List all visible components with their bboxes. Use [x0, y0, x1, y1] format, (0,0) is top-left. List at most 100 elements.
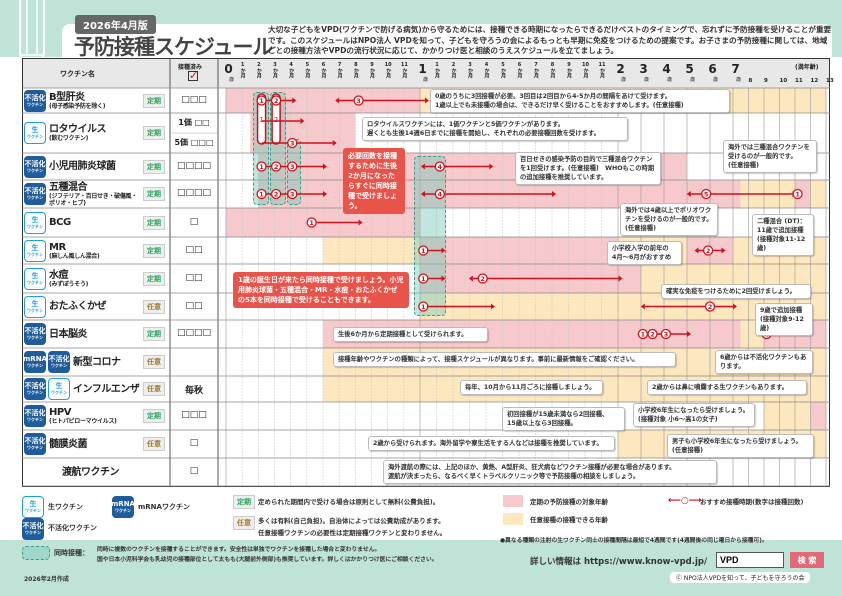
- dose-number: 1: [309, 219, 314, 227]
- axis-unit: か月: [599, 68, 605, 78]
- dose-circle: [702, 245, 714, 256]
- axis-label-month: 8 か月: [549, 62, 556, 78]
- dose-circle: [792, 188, 803, 200]
- vaccine-sub: (飲むワクチン): [49, 135, 89, 142]
- dose-circle: [704, 301, 716, 312]
- header-card: [62, 24, 832, 60]
- vaccine-name: 渡航ワクチン: [62, 466, 120, 478]
- vaccine-sub: (ジフテリア・百日せき・破傷風・ポリオ・ヒブ): [49, 192, 137, 207]
- legend-interval: ●異なる種類の注射の生ワクチン同士の接種間隔は最短で4週間です(4週間後の同じ曜…: [500, 538, 768, 544]
- vaccine-sub: (母子感染予防を除く): [49, 102, 106, 110]
- done-checkboxes[interactable]: □: [189, 216, 199, 227]
- dose-number: 3: [664, 331, 669, 339]
- done-checkboxes[interactable]: □□□: [181, 410, 207, 420]
- vaccine-row-name: 生ワクチン おたふくかぜ: [22, 293, 142, 320]
- axis-unit: 歳: [690, 77, 696, 83]
- arrow-head-right: [687, 331, 691, 337]
- note-mumps: 確実な免疫をつけるために2回受けましょう。: [661, 284, 811, 299]
- axis-label-month: 9 か月: [566, 62, 573, 78]
- done-checkboxes[interactable]: □: [189, 438, 199, 448]
- inactive-vaccine-badge: 不活化 ワクチン: [24, 155, 46, 178]
- axis-month: 4: [484, 62, 489, 68]
- note-flu: 毎年、10月から11月ごろに接種しましょう。: [460, 380, 603, 395]
- arrow-head-left: [640, 303, 645, 310]
- routine-swatch: [503, 495, 523, 507]
- badge-top: 不活化: [24, 409, 46, 417]
- created-date: 2026年2月作成: [24, 576, 69, 583]
- done-checkboxes[interactable]: □□□□: [176, 160, 211, 171]
- badge-bottom: ワクチン: [27, 390, 43, 395]
- rota-dose-number: 1: [259, 116, 263, 124]
- vaccine-row-name: 不活化 ワクチン B型肝炎 (母子感染予防を除く): [22, 88, 142, 113]
- dose-number: 1: [259, 191, 264, 199]
- axis-label-year: 13: [826, 78, 834, 84]
- badge-top: mRNA: [111, 500, 135, 508]
- routine-badge: 定期: [143, 327, 165, 341]
- axis-label-month: 6 か月: [516, 62, 523, 78]
- mrna-vaccine-badge: mRNA ワクチン: [23, 351, 47, 373]
- simultaneous-swatch: [22, 546, 50, 560]
- axis-unit: か月: [239, 68, 246, 78]
- axis-unit: か月: [385, 68, 392, 78]
- note-covid: 接種年齢やワクチンの種類によって、接種スケジュールが異なります。事前に最新情報を…: [333, 352, 676, 367]
- dose-circle: [270, 188, 282, 200]
- done-checkboxes[interactable]: □□□□: [176, 328, 211, 338]
- dose-number: 4: [438, 163, 443, 171]
- search-button[interactable]: 検 索: [790, 552, 824, 568]
- done-checkboxes[interactable]: □□: [185, 272, 203, 283]
- search-input[interactable]: [716, 552, 784, 568]
- arrow-head-left: [420, 191, 425, 197]
- badge-top: 生: [31, 126, 39, 134]
- vaccine-row-name: 不活化 ワクチン 髄膜炎菌: [22, 430, 142, 458]
- done-checkboxes[interactable]: □□□□: [176, 188, 211, 198]
- axis-label-year: 8: [748, 78, 753, 84]
- axis-unit: か月: [272, 68, 278, 78]
- live-vaccine-badge: 生ワクチン: [48, 378, 70, 400]
- axis-month: 9: [370, 62, 374, 68]
- vaccine-sub: (麻しん風しん混合): [49, 252, 100, 260]
- vaccine-name: BCG: [49, 217, 71, 228]
- dose-circle: [353, 95, 364, 106]
- done-checkboxes[interactable]: 1価 □□: [178, 118, 210, 127]
- dose-circle: [270, 161, 282, 172]
- optional-swatch: [503, 513, 523, 525]
- vaccine-name: 日本脳炎: [49, 328, 88, 340]
- note-je: 生後6か月から定期接種として受けられます。: [333, 327, 488, 342]
- done-checkboxes[interactable]: □□□: [181, 94, 207, 105]
- badge-top: mRNA: [23, 355, 47, 363]
- arrow-head-right: [358, 219, 363, 226]
- axis-label-year: 11: [795, 78, 803, 84]
- col-done: 接種済み: [178, 64, 203, 71]
- legend-routine-desc: 定められた期間内で受ける場合は原則として無料(公費負担)。: [258, 498, 440, 506]
- dose-circle: [647, 328, 658, 340]
- optional-badge: 任意: [143, 437, 165, 451]
- done-checkboxes[interactable]: □: [189, 466, 199, 476]
- legend-live: 生ワクチン: [48, 503, 83, 511]
- arrow-head-left: [468, 275, 473, 282]
- routine-badge: 定期: [143, 409, 165, 423]
- dose-circle: [418, 301, 429, 312]
- axis-label-month: 4 か月: [483, 62, 490, 78]
- info-label: 詳しい情報は https://www.know-vpd.jp/: [530, 557, 708, 567]
- axis-year: 2: [616, 62, 625, 76]
- arrow-head-right: [424, 97, 429, 104]
- intro-text: 大切な子どもをVPD(ワクチンで防げる病気)から守るためには、接種できる時期にな…: [268, 25, 832, 55]
- axis-month: 8: [550, 62, 555, 68]
- note-mr2: 小学校入学の前年の 4月～6月がおすすめ: [607, 241, 682, 265]
- axis-label-month: 11 か月: [599, 62, 606, 78]
- done-checkboxes[interactable]: 5価 □□□: [174, 138, 214, 147]
- badge-bottom: ワクチン: [51, 363, 67, 368]
- inactive-vaccine-badge: 不活化 ワクチン: [24, 378, 46, 400]
- legend-arrow: おすすめ接種時期(数字は接種回数): [700, 498, 804, 506]
- done-checkboxes[interactable]: □□: [185, 300, 203, 311]
- axis-label-month: 5 か月: [304, 62, 311, 78]
- axis-unit: か月: [582, 68, 589, 78]
- done-checkboxes[interactable]: □□: [185, 244, 203, 255]
- optional-badge: 任意: [143, 382, 165, 396]
- done-checkboxes[interactable]: 毎秋: [184, 386, 203, 396]
- badge-top: 不活化: [24, 187, 46, 195]
